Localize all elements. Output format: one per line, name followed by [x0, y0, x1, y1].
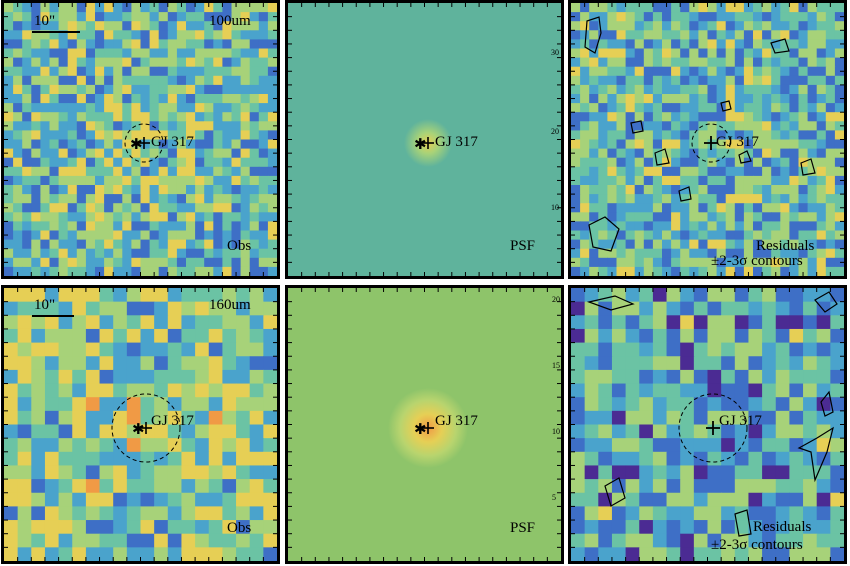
- panel-label: PSF: [510, 520, 535, 536]
- tick-marks: [4, 288, 277, 561]
- cross-marker: [140, 422, 152, 434]
- panel-label-line2: ±2-3σ contours: [711, 537, 803, 553]
- tick-marks: [571, 288, 844, 561]
- contour-lines: [586, 291, 838, 537]
- target-label: GJ 317: [151, 134, 194, 150]
- target-label: GJ 317: [435, 134, 478, 150]
- obs-panel-100um: 10" 100um ✱ GJ 317 Obs: [1, 0, 280, 279]
- panel-label: Obs: [227, 238, 251, 254]
- tick-label: 30: [551, 48, 559, 57]
- psf-map-160um: ✱ GJ 317 PSF 20 15 10 5: [288, 288, 561, 561]
- pixel-grid: [4, 288, 277, 561]
- aperture-circle: [111, 393, 181, 463]
- obs-map-160um: 10" 160um ✱ GJ 317 Obs: [4, 288, 277, 561]
- target-label: GJ 317: [719, 413, 762, 429]
- cross-marker: [706, 421, 720, 435]
- star-marker: ✱: [414, 137, 427, 153]
- residual-panel-160um: GJ 317 Residuals ±2-3σ contours: [568, 285, 847, 564]
- tick-label: 5: [552, 493, 556, 502]
- target-label: GJ 317: [151, 413, 194, 429]
- psf-map-100um: ✱ GJ 317 PSF 30 20 10: [288, 3, 561, 276]
- tick-label: 10: [551, 203, 559, 212]
- tick-label: 20: [551, 127, 559, 136]
- tick-marks: [4, 3, 277, 276]
- residual-panel-100um: GJ 317 Residuals ±2-3σ contours: [568, 0, 847, 279]
- tick-label: 10: [552, 427, 560, 436]
- pixel-grid: [4, 3, 277, 276]
- star-marker: ✱: [130, 137, 143, 153]
- psf-panel-160um: ✱ GJ 317 PSF 20 15 10 5: [285, 285, 564, 564]
- tick-label: 15: [552, 361, 560, 370]
- star-marker: ✱: [414, 422, 427, 438]
- band-label: 100um: [209, 13, 251, 29]
- cross-marker: [704, 136, 718, 150]
- aperture-circle: [678, 393, 748, 463]
- panel-label-line1: Residuals: [753, 519, 811, 535]
- aperture-circle: [691, 123, 731, 163]
- panel-label: Obs: [227, 520, 251, 536]
- residual-map-160um: GJ 317 Residuals ±2-3σ contours: [571, 288, 844, 561]
- cross-marker: [422, 137, 434, 149]
- pixel-grid: [571, 288, 844, 561]
- band-label: 160um: [209, 297, 251, 313]
- panel-label-line2: ±2-3σ contours: [711, 253, 803, 269]
- tick-marks: [288, 288, 561, 561]
- cross-marker: [138, 137, 150, 149]
- residual-map-100um: GJ 317 Residuals ±2-3σ contours: [571, 3, 844, 276]
- scale-bar-label: 10": [34, 13, 55, 29]
- scale-bar-label: 10": [34, 297, 55, 313]
- star-marker: ✱: [132, 422, 145, 438]
- cross-marker: [422, 422, 434, 434]
- target-label: GJ 317: [435, 413, 478, 429]
- obs-panel-160um: 10" 160um ✱ GJ 317 Obs: [1, 285, 280, 564]
- tick-marks: [288, 3, 561, 276]
- psf-panel-100um: ✱ GJ 317 PSF 30 20 10: [285, 0, 564, 279]
- panel-label: PSF: [510, 238, 535, 254]
- tick-marks: [571, 3, 844, 276]
- target-label: GJ 317: [716, 134, 759, 150]
- contour-lines: [584, 16, 816, 252]
- tick-label: 20: [552, 295, 560, 304]
- pixel-grid: [571, 3, 844, 276]
- panel-label-line1: Residuals: [756, 238, 814, 254]
- obs-map-100um: 10" 100um ✱ GJ 317 Obs: [4, 3, 277, 276]
- aperture-circle: [124, 123, 164, 163]
